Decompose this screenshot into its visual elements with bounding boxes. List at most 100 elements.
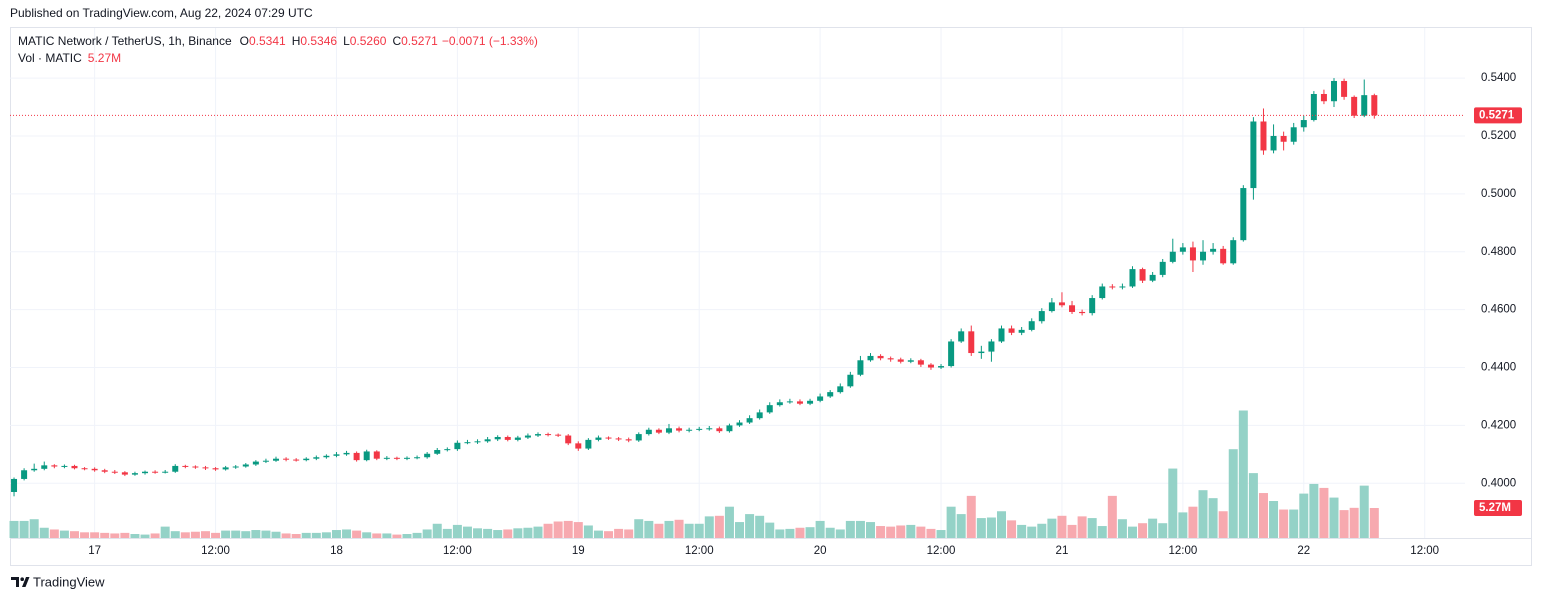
candle-body bbox=[41, 465, 48, 469]
y-tick-label: 0.4200 bbox=[1481, 419, 1516, 431]
x-tick-label: 12:00 bbox=[685, 545, 714, 557]
candle-body bbox=[917, 360, 924, 365]
candle-body bbox=[1220, 248, 1227, 264]
volume-bar bbox=[805, 527, 815, 538]
volume-bar bbox=[795, 527, 805, 538]
volume-bar bbox=[503, 529, 513, 538]
y-tick-label: 0.5200 bbox=[1481, 130, 1516, 142]
candle-body bbox=[776, 402, 783, 406]
candle-body bbox=[283, 458, 290, 460]
volume-bar bbox=[1017, 524, 1027, 538]
candle-body bbox=[978, 351, 985, 354]
volume-bar bbox=[986, 517, 996, 538]
candle-body bbox=[887, 358, 894, 360]
volume-bar bbox=[362, 532, 372, 538]
y-tick-label: 0.4000 bbox=[1481, 477, 1516, 489]
candle-body bbox=[1361, 95, 1368, 116]
candle-body bbox=[313, 457, 320, 459]
candle-body bbox=[232, 466, 239, 468]
volume-bar bbox=[916, 526, 926, 538]
volume-bar bbox=[543, 523, 553, 538]
candle-body bbox=[514, 437, 521, 440]
candle-body bbox=[1371, 95, 1378, 116]
volume-bar bbox=[190, 531, 200, 538]
legend-key: H bbox=[292, 34, 301, 48]
volume-pane bbox=[9, 410, 1379, 538]
candle-body bbox=[736, 422, 743, 426]
volume-bar bbox=[876, 526, 886, 538]
candle-body bbox=[615, 438, 622, 440]
candle-body bbox=[958, 331, 965, 342]
candle-body bbox=[434, 450, 441, 454]
volume-bar bbox=[140, 534, 150, 538]
legend-volume-key: Vol · MATIC bbox=[18, 51, 82, 65]
candle-body bbox=[252, 461, 259, 465]
candle-body bbox=[1250, 121, 1257, 189]
candle-body bbox=[1240, 188, 1247, 241]
x-tick-label: 12:00 bbox=[201, 545, 230, 557]
published-note: Published on TradingView.com, Aug 22, 20… bbox=[10, 6, 313, 20]
volume-bar bbox=[473, 528, 483, 538]
volume-bar bbox=[866, 522, 876, 538]
volume-bar bbox=[886, 526, 896, 538]
last-price-badge bbox=[1474, 107, 1522, 124]
candle-body bbox=[11, 478, 18, 492]
candle-body bbox=[867, 355, 874, 361]
x-tick-label: 17 bbox=[88, 545, 101, 557]
candle-body bbox=[1179, 247, 1186, 252]
x-tick-label: 12:00 bbox=[1168, 545, 1197, 557]
candle-body bbox=[182, 465, 189, 467]
candle-body bbox=[31, 468, 38, 471]
candle-body bbox=[323, 455, 330, 458]
candle-body bbox=[1008, 328, 1015, 333]
volume-bar bbox=[1208, 498, 1218, 538]
candle-body bbox=[1189, 247, 1196, 261]
candle-body bbox=[504, 436, 511, 440]
volume-bar bbox=[301, 532, 311, 538]
volume-bar bbox=[604, 531, 614, 538]
volume-bar bbox=[896, 525, 906, 538]
candle-body bbox=[101, 470, 108, 472]
y-tick-label: 0.5400 bbox=[1481, 72, 1516, 84]
candle-body bbox=[373, 451, 380, 459]
x-tick-label: 12:00 bbox=[443, 545, 472, 557]
candle-body bbox=[766, 405, 773, 413]
candle-body bbox=[998, 328, 1005, 342]
last-volume-badge bbox=[1474, 500, 1522, 517]
volume-bar bbox=[634, 519, 644, 538]
candle-body bbox=[948, 341, 955, 367]
candle-body bbox=[1341, 80, 1348, 97]
candle-body bbox=[524, 435, 531, 438]
volume-bar bbox=[1127, 526, 1137, 538]
volume-bar bbox=[593, 530, 603, 538]
candle-body bbox=[172, 465, 179, 472]
volume-bar bbox=[835, 529, 845, 538]
candle-body bbox=[1331, 80, 1338, 102]
legend-value: 0.5260 bbox=[350, 34, 387, 48]
candle-body bbox=[635, 434, 642, 441]
candle-body bbox=[877, 355, 884, 359]
volume-bar bbox=[281, 533, 291, 538]
legend-key: O bbox=[240, 34, 249, 48]
volume-bar bbox=[694, 523, 704, 538]
legend-key: C bbox=[392, 34, 401, 48]
candle-body bbox=[938, 366, 945, 368]
x-tick-label: 20 bbox=[814, 545, 827, 557]
volume-bar bbox=[19, 520, 29, 538]
candle-body bbox=[565, 435, 572, 444]
volume-bar bbox=[976, 518, 986, 538]
candle-body bbox=[21, 470, 28, 479]
volume-bar bbox=[745, 514, 755, 538]
volume-bar bbox=[1369, 508, 1379, 538]
volume-bar bbox=[331, 530, 341, 538]
candle-body bbox=[585, 439, 592, 449]
candle-body bbox=[383, 457, 390, 459]
volume-bar bbox=[382, 533, 392, 538]
volume-bar bbox=[1218, 511, 1228, 538]
last-price-label: 0.5271 bbox=[1479, 109, 1515, 121]
candle-body bbox=[595, 437, 602, 440]
candle-body bbox=[545, 434, 552, 436]
y-tick-label: 0.4800 bbox=[1481, 246, 1516, 258]
volume-bar bbox=[261, 530, 271, 538]
volume-bar bbox=[785, 528, 795, 538]
